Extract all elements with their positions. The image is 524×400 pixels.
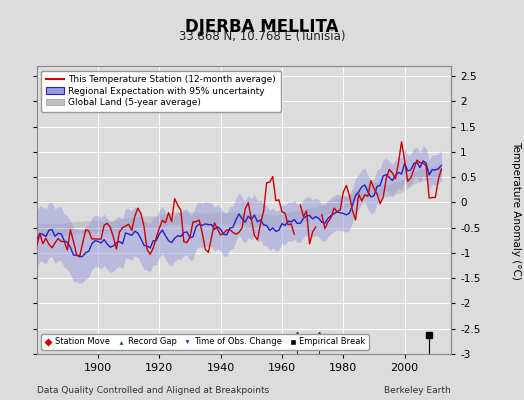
Text: Temperature Anomaly (°C): Temperature Anomaly (°C) bbox=[511, 140, 521, 280]
Text: DJERBA MELLITA: DJERBA MELLITA bbox=[185, 18, 339, 36]
Text: Berkeley Earth: Berkeley Earth bbox=[384, 386, 451, 395]
Legend: Station Move, Record Gap, Time of Obs. Change, Empirical Break: Station Move, Record Gap, Time of Obs. C… bbox=[41, 334, 369, 350]
Text: 33.868 N, 10.768 E (Tunisia): 33.868 N, 10.768 E (Tunisia) bbox=[179, 30, 345, 43]
Text: Data Quality Controlled and Aligned at Breakpoints: Data Quality Controlled and Aligned at B… bbox=[37, 386, 269, 395]
